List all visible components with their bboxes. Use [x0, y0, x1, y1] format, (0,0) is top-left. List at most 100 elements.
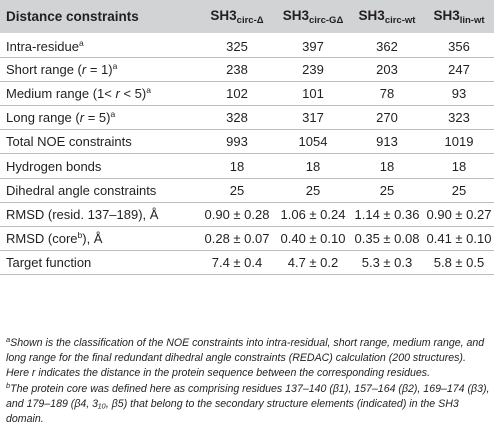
table-row: Intra-residuea 325 397 362 356 [0, 33, 494, 58]
cell-value: 18 [451, 158, 467, 174]
table-row: Long range (r = 5)a 328 317 270 323 [0, 106, 494, 130]
footnote-a-text: Shown is the classification of the NOE c… [6, 337, 485, 379]
cell-value: 0.41 ± 0.10 [426, 231, 492, 247]
cell-value: 325 [226, 38, 248, 54]
header-sh3-circ-wt: SH3circ-wt [350, 0, 424, 33]
row-label: RMSD (coreb), Å [0, 227, 198, 251]
cell-value: 0.40 ± 0.10 [280, 231, 346, 247]
label-text: Long range ( [6, 110, 80, 126]
footnote-mark: a [146, 84, 151, 95]
cell-value: 7.4 ± 0.4 [211, 255, 263, 271]
header-sub: lin-wt [459, 14, 485, 26]
cell-value: 78 [379, 85, 395, 101]
cell-value: 362 [376, 38, 398, 54]
table-row: Medium range (1< r < 5)a 102 101 78 93 [0, 81, 494, 106]
table-header: Distance constraints SH3circ-Δ SH3circ-G… [0, 0, 494, 33]
cell-value: 397 [302, 38, 324, 54]
cell-value: 18 [379, 158, 395, 174]
cell-value: 25 [379, 182, 395, 198]
table-row: Dihedral angle constraints 25 25 25 25 [0, 178, 494, 203]
footnote-mark: b [77, 230, 83, 241]
cell-value: 328 [226, 110, 248, 126]
cell-value: 102 [226, 85, 248, 101]
cell-value: 5.8 ± 0.5 [433, 255, 485, 271]
label-text: ), Å [82, 231, 103, 247]
cell-value: 1.14 ± 0.36 [354, 206, 420, 222]
row-label: Dihedral angle constraints [6, 182, 157, 198]
footnote-mark: a [112, 60, 118, 71]
header-base: SH3 [210, 7, 237, 23]
label-text: RMSD (core [6, 231, 78, 247]
cell-value: 247 [448, 61, 470, 77]
table-body: Intra-residuea 325 397 362 356 Short ran… [0, 33, 494, 275]
cell-value: 1.06 ± 0.24 [280, 206, 346, 222]
label-text: < 5) [119, 85, 147, 101]
cell-value: 0.90 ± 0.28 [204, 206, 270, 222]
cell-value: 203 [376, 61, 398, 77]
footnote-a: aShown is the classification of the NOE … [6, 336, 490, 381]
table-row: RMSD (coreb), Å 0.28 ± 0.07 0.40 ± 0.10 … [0, 227, 494, 251]
header-sub: circ-wt [384, 14, 416, 26]
label-italic: r [79, 110, 85, 126]
cell-value: 18 [229, 158, 245, 174]
label-italic: r [115, 85, 120, 101]
header-sub: circ-GΔ [308, 14, 344, 26]
cell-value: 18 [305, 158, 321, 174]
cell-value: 317 [302, 110, 324, 126]
distance-constraints-table: Distance constraints SH3circ-Δ SH3circ-G… [0, 0, 494, 275]
header-sh3-lin-wt: SH3lin-wt [424, 0, 494, 33]
cell-value: 0.90 ± 0.27 [426, 206, 492, 222]
header-sh3-circ-delta: SH3circ-Δ [198, 0, 276, 33]
footnote-mark: a [78, 37, 84, 48]
header-distance-constraints: Distance constraints [6, 9, 139, 24]
footnote-a-mark: a [6, 335, 11, 344]
cell-value: 323 [448, 110, 470, 126]
cell-value: 5.3 ± 0.3 [361, 255, 413, 271]
cell-value: 913 [376, 134, 398, 150]
row-label: Long range (r = 5)a [0, 106, 198, 130]
footnote-b: bThe protein core was defined here as co… [6, 382, 490, 427]
label-text: Intra-residue [6, 38, 79, 54]
cell-value: 25 [229, 182, 245, 198]
row-label: Total NOE constraints [6, 134, 132, 150]
cell-value: 993 [226, 134, 248, 150]
row-label: RMSD (resid. 137–189), Å [6, 206, 159, 222]
row-label: Short range (r = 1)a [0, 57, 198, 81]
footnote-mark: a [110, 109, 116, 120]
cell-value: 238 [226, 61, 248, 77]
label-text: = 1) [86, 61, 113, 77]
cell-value: 101 [302, 85, 324, 101]
table-row: Total NOE constraints 993 1054 913 1019 [0, 130, 494, 154]
footnote-b-mark: b [6, 381, 11, 390]
cell-value: 356 [448, 38, 470, 54]
label-text: = 5) [84, 110, 111, 126]
cell-value: 93 [451, 85, 467, 101]
header-sh3-circ-g-delta: SH3circ-GΔ [276, 0, 350, 33]
label-italic: r [81, 61, 87, 77]
cell-value: 4.7 ± 0.2 [287, 255, 339, 271]
table-row: Hydrogen bonds 18 18 18 18 [0, 154, 494, 179]
cell-value: 25 [451, 182, 467, 198]
cell-value: 0.28 ± 0.07 [204, 231, 270, 247]
table-footnotes: aShown is the classification of the NOE … [6, 336, 490, 427]
cell-value: 1054 [298, 134, 328, 150]
cell-value: 270 [376, 110, 398, 126]
cell-value: 1019 [444, 134, 474, 150]
table-row: Target function 7.4 ± 0.4 4.7 ± 0.2 5.3 … [0, 251, 494, 275]
header-base: SH3 [282, 7, 309, 23]
header-row: Distance constraints SH3circ-Δ SH3circ-G… [0, 0, 494, 33]
label-text: Medium range (1< [6, 85, 116, 101]
row-label: Intra-residuea [0, 33, 198, 57]
header-base: SH3 [433, 7, 460, 23]
footnote-b-text: The protein core was defined here as com… [6, 383, 490, 425]
table-row: RMSD (resid. 137–189), Å 0.90 ± 0.28 1.0… [0, 202, 494, 227]
cell-value: 0.35 ± 0.08 [354, 231, 420, 247]
label-text: Short range ( [6, 61, 82, 77]
cell-value: 25 [305, 182, 321, 198]
table-row: Short range (r = 1)a 238 239 203 247 [0, 57, 494, 82]
constraints-table-container: Distance constraints SH3circ-Δ SH3circ-G… [0, 0, 494, 275]
header-base: SH3 [358, 7, 385, 23]
row-label: Medium range (1< r < 5)a [0, 81, 198, 105]
row-label: Hydrogen bonds [6, 158, 102, 174]
header-sub: circ-Δ [236, 14, 264, 26]
